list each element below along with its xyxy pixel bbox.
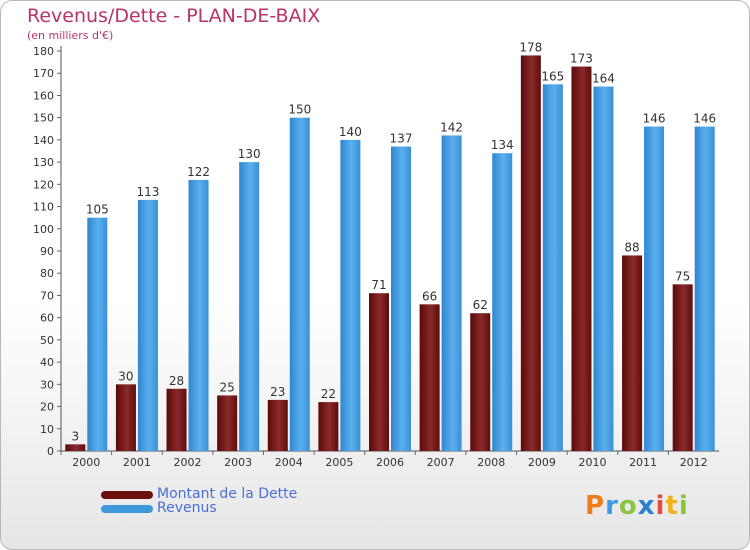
bar-dette <box>318 402 339 451</box>
data-label-revenus: 122 <box>187 165 210 179</box>
data-label-dette: 25 <box>220 380 235 394</box>
y-tick-label: 120 <box>33 178 54 191</box>
x-tick-label: 2011 <box>629 456 657 469</box>
data-label-revenus: 142 <box>440 120 463 134</box>
data-label-dette: 28 <box>169 374 184 388</box>
bar-revenus <box>340 139 361 451</box>
data-label-dette: 22 <box>321 387 336 401</box>
legend-label-dette: Montant de la Dette <box>157 486 298 502</box>
x-tick-label: 2002 <box>174 456 202 469</box>
bar-revenus <box>644 126 665 452</box>
bar-revenus <box>188 179 209 451</box>
y-tick-label: 110 <box>33 201 54 214</box>
data-label-revenus: 105 <box>86 203 109 217</box>
chart-title: Revenus/Dette - PLAN-DE-BAIX <box>27 5 321 27</box>
bar-dette <box>571 66 592 452</box>
y-tick-label: 90 <box>40 245 54 258</box>
bar-revenus <box>441 135 462 451</box>
data-label-revenus: 130 <box>238 147 261 161</box>
data-label-dette: 173 <box>570 52 593 66</box>
proxiti-logo: Proxiti <box>585 491 689 521</box>
bar-dette <box>166 388 187 451</box>
data-label-revenus: 146 <box>693 112 716 126</box>
legend-label-revenus: Revenus <box>157 500 217 516</box>
y-tick-label: 50 <box>40 334 54 347</box>
bar-dette <box>419 304 440 451</box>
bar-revenus <box>391 146 411 452</box>
x-tick-label: 2012 <box>680 456 708 469</box>
y-tick-label: 60 <box>40 312 54 325</box>
data-label-dette: 178 <box>519 40 542 54</box>
legend-swatch-dette <box>101 491 153 499</box>
y-tick-label: 70 <box>40 289 54 302</box>
data-label-dette: 75 <box>675 269 690 283</box>
x-tick-label: 2010 <box>578 456 606 469</box>
data-label-dette: 62 <box>473 298 488 312</box>
bar-dette <box>115 384 136 451</box>
bar-revenus <box>289 117 310 452</box>
data-label-revenus: 146 <box>643 112 666 126</box>
y-tick-label: 80 <box>40 267 54 280</box>
bar-dette <box>520 55 541 451</box>
data-label-revenus: 134 <box>491 138 514 152</box>
x-tick-label: 2004 <box>275 456 303 469</box>
y-tick-label: 160 <box>33 89 54 102</box>
bar-dette <box>267 399 288 451</box>
bar-dette <box>622 255 643 451</box>
x-tick-label: 2009 <box>528 456 556 469</box>
x-tick-label: 2008 <box>477 456 505 469</box>
chart-subtitle: (en milliers d'€) <box>27 29 114 42</box>
data-label-revenus: 137 <box>390 132 413 146</box>
bar-revenus <box>87 217 108 451</box>
data-label-dette: 30 <box>118 369 133 383</box>
y-tick-label: 150 <box>33 112 54 125</box>
bar-revenus <box>593 86 614 452</box>
y-tick-label: 10 <box>40 423 54 436</box>
data-label-revenus: 150 <box>288 103 311 117</box>
x-tick-label: 2000 <box>72 456 100 469</box>
legend-swatch-revenus <box>101 505 153 513</box>
data-label-dette: 3 <box>71 429 79 443</box>
y-tick-label: 100 <box>33 223 54 236</box>
data-label-revenus: 165 <box>541 69 564 83</box>
x-tick-label: 2001 <box>123 456 151 469</box>
x-tick-label: 2007 <box>427 456 455 469</box>
bar-revenus <box>542 84 563 451</box>
bar-revenus <box>137 199 158 451</box>
bar-revenus <box>239 162 260 451</box>
data-label-dette: 66 <box>422 289 437 303</box>
y-tick-label: 30 <box>40 378 54 391</box>
bar-revenus <box>492 153 513 451</box>
bar-dette <box>65 444 86 451</box>
y-tick-label: 40 <box>40 356 54 369</box>
bar-dette <box>217 395 238 451</box>
data-label-dette: 23 <box>270 385 285 399</box>
data-label-dette: 88 <box>624 240 639 254</box>
y-tick-label: 170 <box>33 67 54 80</box>
y-tick-label: 140 <box>33 134 54 147</box>
y-tick-label: 130 <box>33 156 54 169</box>
bar-dette <box>672 284 693 451</box>
data-label-dette: 71 <box>371 278 386 292</box>
data-label-revenus: 164 <box>592 72 615 86</box>
bar-dette <box>369 293 389 451</box>
x-tick-label: 2006 <box>376 456 404 469</box>
bar-dette <box>470 313 491 451</box>
data-label-revenus: 113 <box>136 185 159 199</box>
data-label-revenus: 140 <box>339 125 362 139</box>
y-tick-label: 180 <box>33 45 54 58</box>
x-tick-label: 2003 <box>224 456 252 469</box>
y-tick-label: 20 <box>40 401 54 414</box>
y-tick-label: 0 <box>47 445 54 458</box>
bar-revenus <box>694 126 715 452</box>
x-tick-label: 2005 <box>325 456 353 469</box>
